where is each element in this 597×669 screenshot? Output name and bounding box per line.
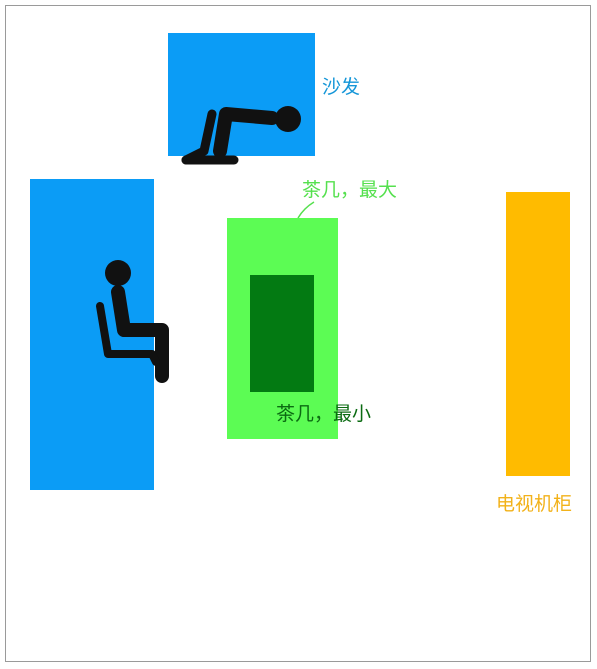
seated-person-icon (96, 260, 169, 383)
sofa-label: 沙发 (322, 76, 361, 98)
seated-person-icon (181, 106, 301, 165)
coffee-table-small-label: 茶几，最小 (276, 403, 372, 425)
diagram-frame (5, 5, 591, 662)
label-leader-line (297, 201, 315, 219)
coffee-table-large-label: 茶几，最大 (302, 179, 398, 201)
sofa-top-block (168, 33, 315, 156)
tv-cabinet-label: 电视机柜 (496, 493, 573, 515)
coffee-table-small-block (250, 275, 314, 392)
tv-cabinet-block (506, 192, 570, 476)
